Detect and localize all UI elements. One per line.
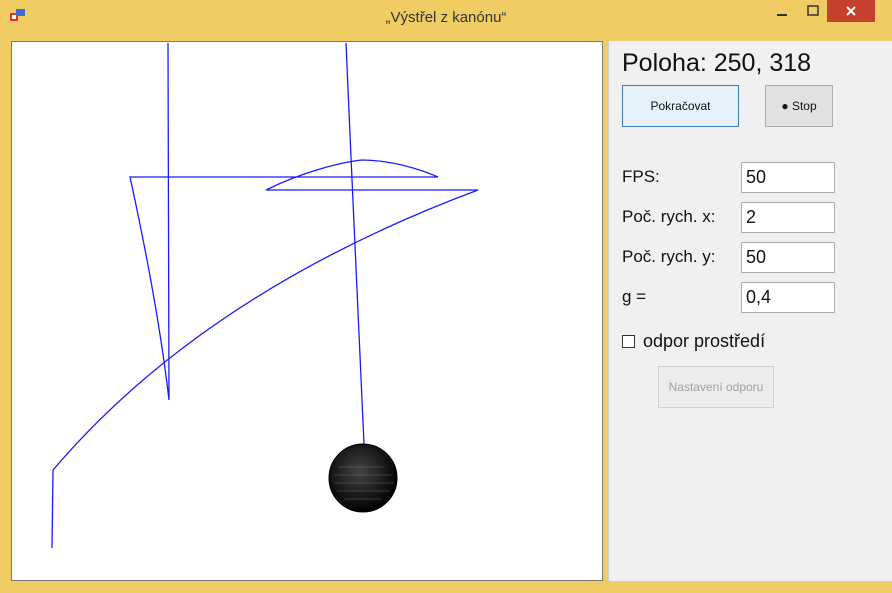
cannonball <box>328 443 398 513</box>
title-bar[interactable]: „Výstřel z kanónu“ <box>0 0 892 34</box>
gravity-label: g = <box>622 287 647 306</box>
trajectory-line <box>51 42 479 549</box>
drag-settings-button: Nastavení odporu <box>658 366 774 408</box>
fps-input[interactable] <box>741 162 835 193</box>
close-icon <box>846 6 856 16</box>
gravity-input[interactable] <box>741 282 835 313</box>
drag-checkbox[interactable] <box>622 335 635 348</box>
velocity-y-input[interactable] <box>741 242 835 273</box>
window-bottom-border <box>0 582 892 593</box>
close-button[interactable] <box>827 0 875 22</box>
drag-checkbox-label[interactable]: odpor prostředí <box>643 331 766 351</box>
drag-checkbox-row[interactable]: odpor prostředí <box>622 331 765 352</box>
window-title: „Výstřel z kanónu“ <box>385 9 507 26</box>
maximize-button[interactable] <box>798 0 828 22</box>
simulation-canvas[interactable] <box>11 41 603 581</box>
maximize-icon <box>807 5 819 16</box>
minimize-icon <box>777 14 787 16</box>
control-panel: Poloha: 250, 318 Pokračovat ● Stop FPS: … <box>608 41 892 581</box>
stop-button[interactable]: ● Stop <box>765 85 833 127</box>
fps-label: FPS: <box>622 167 660 186</box>
position-readout: Poloha: 250, 318 <box>622 49 812 77</box>
trajectory-plot <box>51 42 479 549</box>
velocity-x-input[interactable] <box>741 202 835 233</box>
continue-button[interactable]: Pokračovat <box>622 85 739 127</box>
trajectory-line <box>345 42 365 445</box>
app-icon <box>10 9 25 21</box>
minimize-button[interactable] <box>767 0 797 22</box>
velocity-x-label: Poč. rych. x: <box>622 207 716 226</box>
cannonball-texture <box>334 466 394 500</box>
velocity-y-label: Poč. rych. y: <box>622 247 716 266</box>
